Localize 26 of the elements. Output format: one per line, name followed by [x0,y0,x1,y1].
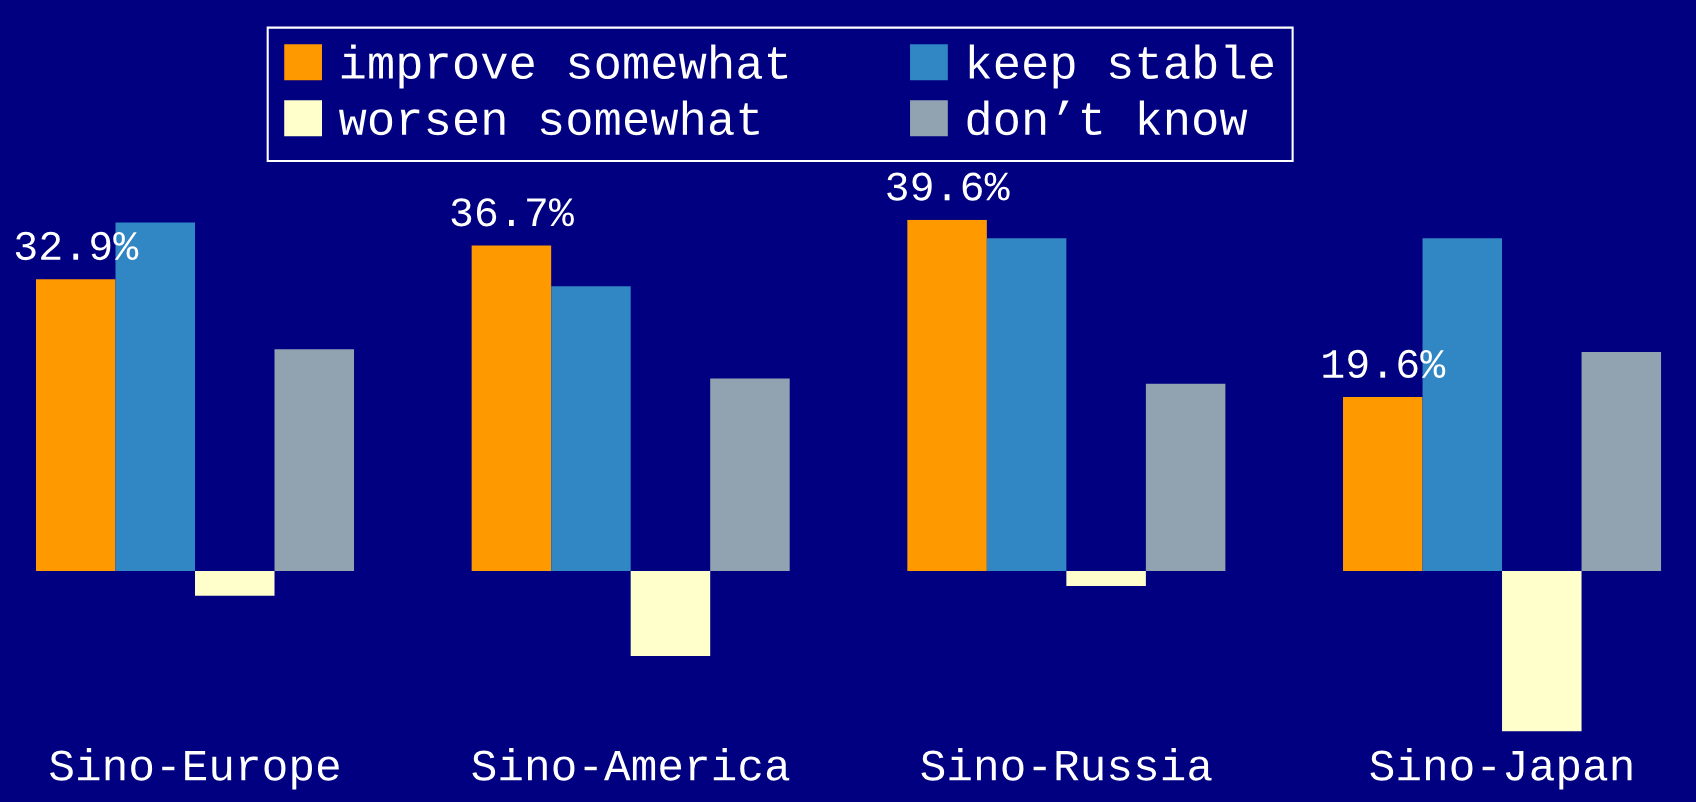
data-label: 19.6% [1323,349,1446,379]
legend-label: keep stable [969,44,1273,89]
data-label: 39.6% [887,172,1010,201]
x-tick-label: Sino-Russia [921,748,1212,781]
bar [1066,570,1146,586]
bar [1343,397,1423,571]
data-label: 36.7% [451,198,574,227]
bar [1145,383,1226,571]
bar [907,219,987,571]
legend-label: improve somewhat [341,44,788,89]
bar [471,245,552,571]
bar [1581,351,1662,571]
bar [986,238,1067,571]
bar [274,349,355,571]
data-label: 32.9% [15,231,139,261]
bar [630,570,711,657]
bar [710,378,790,571]
bar [35,279,116,571]
x-tick-label: Sino-Japan [1370,748,1632,790]
x-tick-label: Sino-America [472,748,790,781]
bar [1502,570,1582,732]
bar [195,570,275,596]
x-tick-label: Sino-Europe [50,748,339,790]
bar [551,286,631,571]
legend-label: worsen somewhat [339,100,759,136]
legend-label: don’t know [967,100,1248,136]
